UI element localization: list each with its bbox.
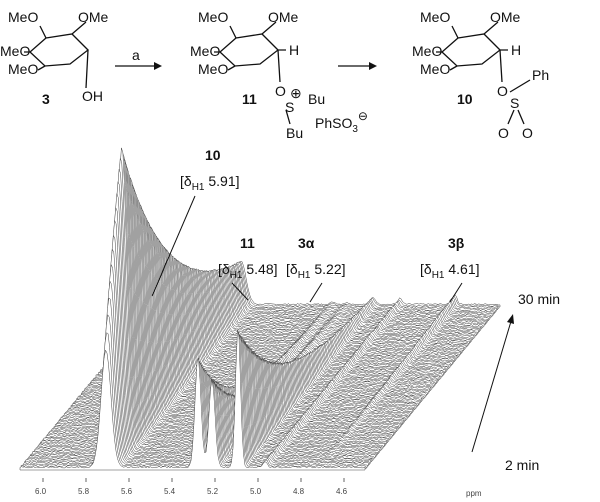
shift-value: 4.61] [444,261,479,277]
subscript: 3 [352,124,358,135]
atom-label: MeO [190,43,220,59]
atom-label: O [275,83,286,99]
bonds [24,21,89,89]
atom-label: O [497,83,508,99]
annotations: 10 [δH1 5.91] 11 [δH1 5.48] 3α [δH1 5.22… [151,147,560,473]
peak-compound: 10 [205,147,221,163]
axis-tick-label: 5.8 [78,487,90,496]
pointer [309,282,323,303]
atom-label: OMe [490,9,521,25]
atom-label: MeO [0,43,30,59]
peak-compound: 11 [240,235,255,251]
shift-open: [δ [420,261,432,277]
axis-tick-label: 4.8 [293,487,305,496]
compound-10: MeO OMe MeO MeO H O S Ph O O 10 [412,9,549,141]
compound-label: 10 [457,91,473,107]
atom-label: MeO [420,9,450,25]
charge: ⊕ [290,85,302,101]
atom-label: MeO [198,61,228,77]
spectrum-trace [19,329,366,471]
peak-shift: [δH1 5.48] [218,261,278,281]
time-start: 2 min [505,457,539,473]
subscript: H1 [298,270,311,281]
peak-compound: 3β [448,235,465,251]
shift-open: [δ [286,261,298,277]
atom-label: OH [82,88,103,104]
atom-label: OMe [268,9,299,25]
counterion-text: PhSO [315,115,352,131]
ppm-axis: ppm 6.0 5.8 5.6 5.4 5.2 5.0 4.8 4.6 [35,478,482,498]
compound-11: MeO OMe MeO MeO H O S ⊕ Bu Bu PhSO3⊖ 11 [190,9,368,141]
compound-3: MeO OMe MeO MeO OH 3 [0,9,109,107]
atom-label: MeO [8,9,38,25]
axis-unit: ppm [466,489,482,498]
subscript: H1 [432,270,445,281]
axis-tick-label: 5.0 [250,487,262,496]
axis-tick-label: 5.6 [121,487,133,496]
counterion: PhSO3⊖ [315,109,368,135]
shift-open: [δ [218,261,230,277]
pointer [231,282,249,301]
axis-tick-label: 4.6 [336,487,348,496]
subscript: H1 [230,270,243,281]
arrow-head [369,62,377,70]
atom-label: MeO [420,61,450,77]
atom-label: O [522,125,533,141]
atom-label: S [285,99,294,115]
atom-label: O [498,125,509,141]
reagent: a [132,47,140,63]
atom-label: S [510,95,519,111]
pointer [449,282,463,303]
time-arrow [471,317,513,453]
charge: ⊖ [358,109,368,123]
compound-label: 3 [42,91,50,107]
shift-value: 5.22] [310,261,345,277]
bonds [436,21,531,125]
shift-value: 5.48] [242,261,277,277]
nmr-waterfall [19,147,501,471]
shift-value: 5.91] [204,173,239,189]
compound-label: 11 [242,91,257,107]
peak-shift: [δH1 5.91] [180,173,240,193]
time-end: 30 min [518,291,560,307]
atom-label: H [289,42,299,58]
bonds [214,21,291,125]
atom-label: Bu [286,125,303,141]
peak-compound: 3α [298,235,315,251]
subscript: H1 [192,182,205,193]
atom-label: OMe [78,9,109,25]
atom-label: MeO [412,43,442,59]
atom-label: Bu [308,91,325,107]
atom-label: H [511,42,521,58]
axis-tick-label: 6.0 [35,487,47,496]
arrow-head [507,314,514,324]
pointer [151,195,196,297]
axis-tick-label: 5.4 [164,487,176,496]
peak-shift: [δH1 4.61] [420,261,480,281]
atom-label: MeO [198,9,228,25]
atom-label: MeO [8,61,38,77]
arrow-head [154,62,162,70]
peak-shift: [δH1 5.22] [286,261,346,281]
axis-tick-label: 5.2 [207,487,219,496]
shift-open: [δ [180,173,192,189]
atom-label: Ph [532,67,549,83]
